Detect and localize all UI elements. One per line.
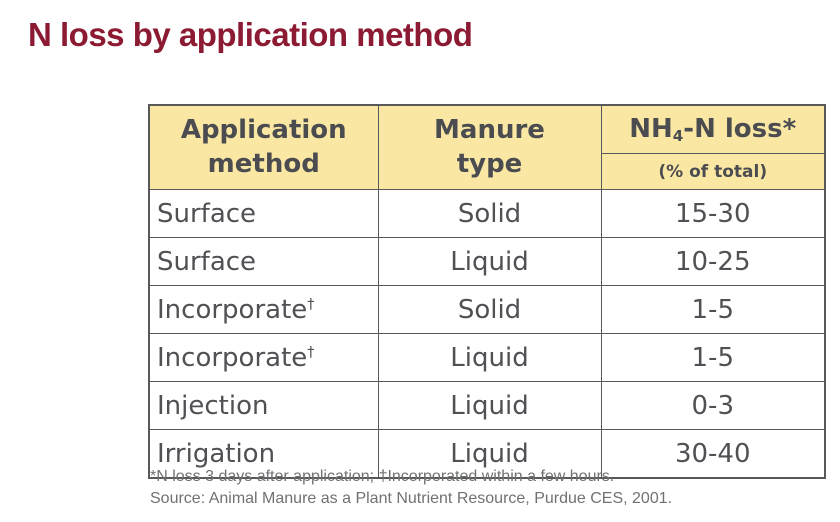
loss-value-cell: 1-5 [600, 333, 826, 382]
application-method-cell: Incorporate† [148, 285, 379, 334]
header-line: Application [180, 114, 347, 145]
column-header-manure-type: Manure type [377, 104, 602, 190]
table-row: Incorporate† Liquid 1-5 [148, 333, 826, 382]
loss-value-cell: 0-3 [600, 381, 826, 430]
dagger-mark: † [307, 295, 315, 312]
manure-type-cell: Liquid [377, 381, 602, 430]
source-note: Source: Animal Manure as a Plant Nutrien… [150, 490, 673, 508]
table-header: Application method Manure type NH4-N los… [148, 104, 826, 190]
loss-suffix: -N loss* [683, 114, 797, 145]
column-header-application-method: Application method [148, 104, 379, 190]
manure-type-cell: Liquid [377, 237, 602, 286]
manure-type-cell: Liquid [377, 333, 602, 382]
manure-type-cell: Solid [377, 189, 602, 238]
footnote-n-loss: *N loss 3 days after application; †Incor… [150, 468, 615, 485]
page-title: N loss by application method [28, 16, 473, 53]
table-body: Surface Solid 15-30 Surface Liquid 10-25 Incor… [148, 189, 826, 479]
manure-type-cell: Solid [377, 285, 602, 334]
application-method-cell: Surface [148, 237, 379, 286]
header-line: Manure [434, 114, 545, 145]
footnotes: *N loss 3 days after application; †Incor… [150, 466, 672, 511]
application-method-cell: Incorporate† [148, 333, 379, 382]
table-container: Application method Manure type NH4-N los… [148, 104, 826, 479]
table-row: Surface Solid 15-30 [148, 189, 826, 238]
loss-value-cell: 1-5 [600, 285, 826, 334]
table-row: Incorporate† Solid 1-5 [148, 285, 826, 334]
application-method-cell: Injection [148, 381, 379, 430]
header-row-1: Application method Manure type NH4-N los… [148, 104, 826, 190]
table-row: Injection Liquid 0-3 [148, 381, 826, 430]
nh-prefix: NH [629, 114, 673, 145]
loss-value-cell: 10-25 [600, 237, 826, 286]
column-header-nh4-n-loss: NH4-N loss* [600, 104, 826, 154]
loss-value-cell: 15-30 [600, 189, 826, 238]
application-method-cell: Surface [148, 189, 379, 238]
table-row: Surface Liquid 10-25 [148, 237, 826, 286]
column-subheader-percent-of-total: (% of total) [600, 153, 826, 190]
header-row-2: (% of total) [149, 153, 826, 190]
header-line: type [456, 148, 523, 179]
n-loss-table: Application method Manure type NH4-N los… [148, 104, 826, 479]
dagger-mark: † [307, 343, 315, 360]
header-line: method [207, 148, 320, 179]
table-row: Irrigation Liquid 30-40 [148, 429, 826, 479]
loss-value-cell: 30-40 [600, 429, 826, 479]
nh4-subscript: 4 [672, 126, 684, 145]
